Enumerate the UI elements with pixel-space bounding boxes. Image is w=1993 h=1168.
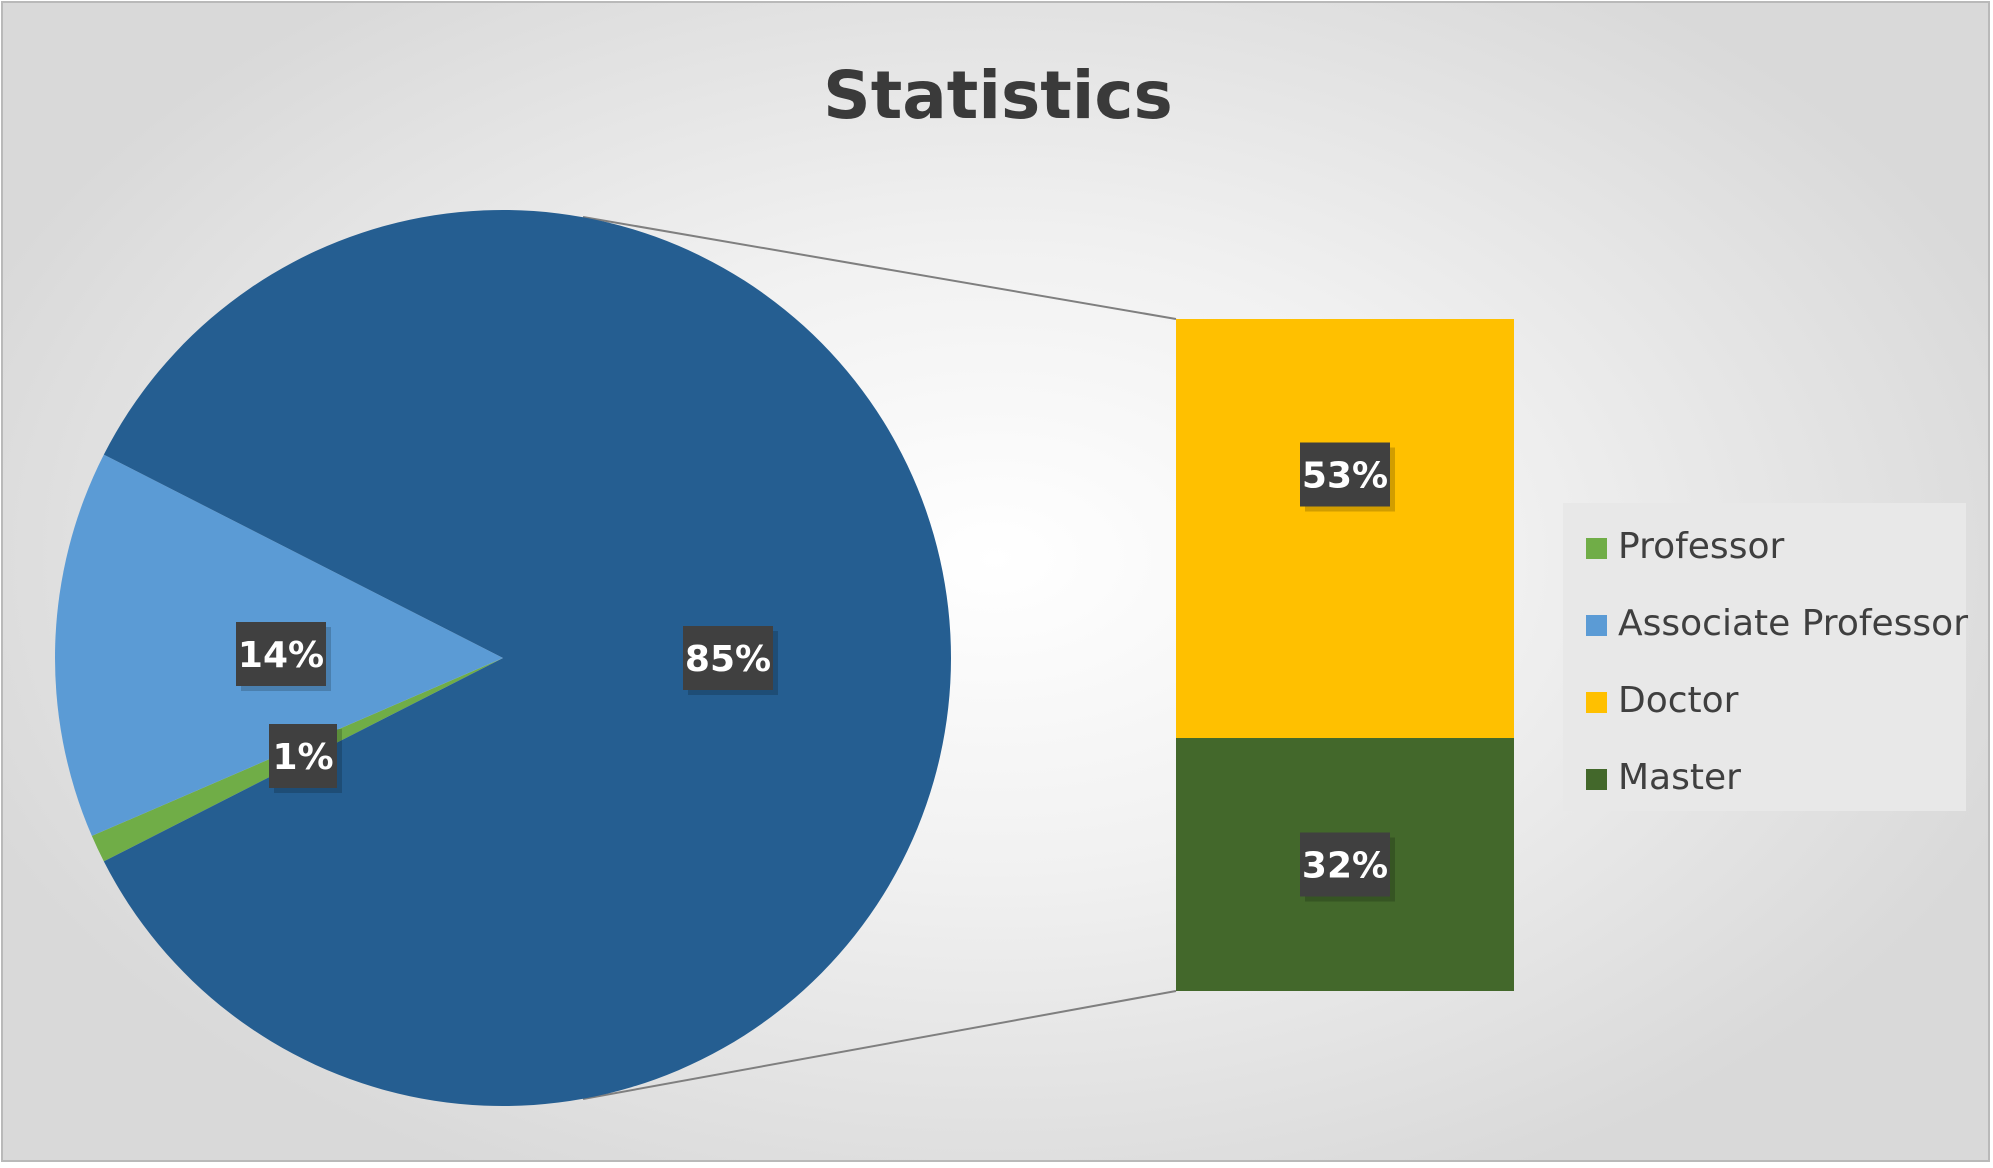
legend-swatch [1586,615,1607,636]
legend-label: Associate Professor [1618,603,1968,644]
data-label-text: 32% [1302,846,1388,887]
connector-line-top [582,216,1177,320]
data-label-text: 53% [1302,456,1388,497]
pie-slice-other [103,210,951,1106]
data-label-box [1300,832,1390,897]
data-label-pie-other: 85% [683,626,778,695]
legend-item-professor: Professor [1586,526,1784,567]
connector-line-bottom [582,990,1177,1100]
legend-swatch [1586,538,1607,559]
data-labels: 1% 14% 85% 53% 32% [236,442,1395,902]
legend-swatch [1586,769,1607,790]
connector-lines [582,216,1177,1100]
legend-background [1563,503,1966,811]
data-label-bar-master: 32% [1300,832,1395,902]
legend-item-associate-professor: Associate Professor [1586,603,1968,644]
data-label-box [1300,442,1390,507]
legend-item-doctor: Doctor [1586,680,1739,721]
chart-title: Statistics [823,57,1173,134]
data-label-text: 85% [685,639,771,680]
data-label-box [236,622,326,686]
data-label-text: 14% [238,635,324,676]
bar-segment-doctor [1176,319,1514,739]
data-label-box [683,626,773,690]
legend-swatch [1586,692,1607,713]
data-label-pie-professor: 1% [269,724,342,793]
legend-label: Professor [1618,526,1784,567]
legend: Professor Associate Professor Doctor Master [1563,503,1968,811]
legend-item-master: Master [1586,757,1741,798]
data-label-text: 1% [272,737,333,778]
bar-of-pie-chart: Statistics 1% 14% 85% 53% 32% Professor Assoc… [54,57,1968,1106]
data-label-box [269,724,337,788]
data-label-bar-doctor: 53% [1300,442,1395,512]
pie [54,210,951,1106]
data-label-pie-associate-professor: 14% [236,622,331,691]
legend-label: Doctor [1618,680,1739,721]
legend-label: Master [1618,757,1741,798]
